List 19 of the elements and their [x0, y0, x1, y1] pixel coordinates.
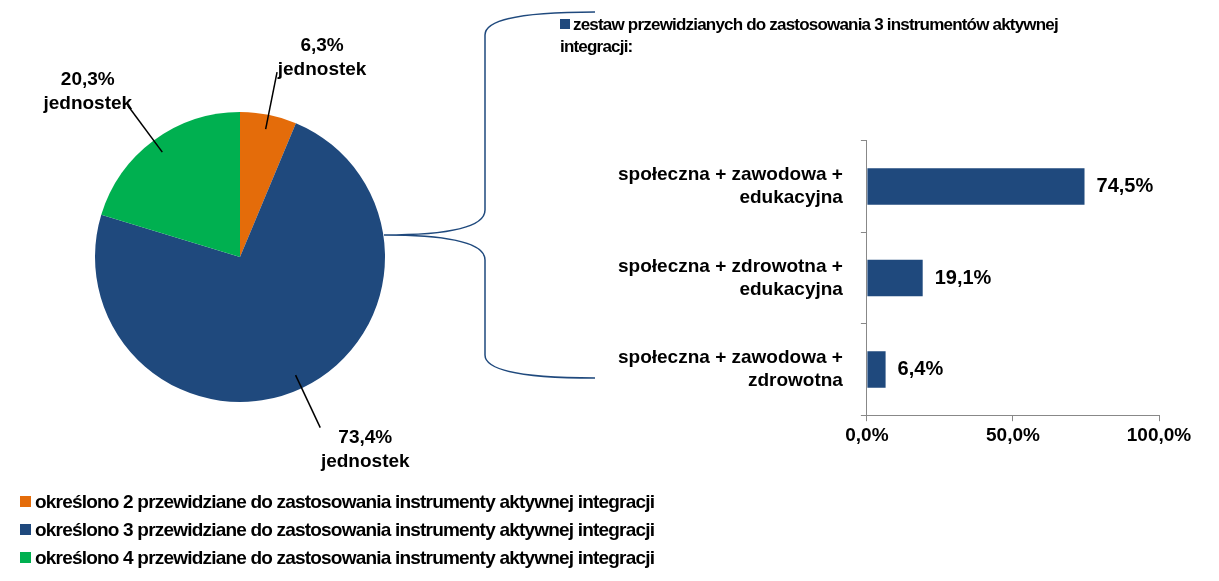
data-label: 20,3% jednostek: [42, 67, 133, 113]
x-tick-label: 100,0%: [1126, 423, 1192, 445]
data-label: 6,4%: [897, 356, 944, 379]
y-tick-label: społeczna + zdrowotna + edukacyjna: [618, 254, 844, 299]
data-label: 73,4% jednostek: [319, 425, 411, 471]
y-tick-label: społeczna + zawodowa + edukacyjna: [618, 163, 844, 208]
legend-label: zestaw przewidzianych do zastosowania 3 instrumentów aktywnej integracji:: [560, 14, 1059, 58]
legend-label: określono 4 przewidziane do zastosowania instrumenty aktywnej integracji: [34, 546, 656, 570]
data-label: 6,3% jednostek: [276, 34, 367, 80]
data-label: 74,5%: [1096, 174, 1154, 197]
bar: [867, 168, 1085, 205]
legend-label: określono 2 przewidziane do zastosowania instrumenty aktywnej integracji: [34, 490, 656, 514]
x-tick-label: 0,0%: [845, 423, 889, 445]
y-tick-label: społeczna + zawodowa + zdrowotna: [618, 346, 844, 391]
bar: [867, 351, 886, 388]
x-tick-label: 50,0%: [986, 423, 1040, 445]
data-label: 19,1%: [934, 265, 992, 288]
bar: [867, 259, 923, 297]
legend-label: określono 3 przewidziane do zastosowania instrumenty aktywnej integracji: [34, 518, 656, 542]
